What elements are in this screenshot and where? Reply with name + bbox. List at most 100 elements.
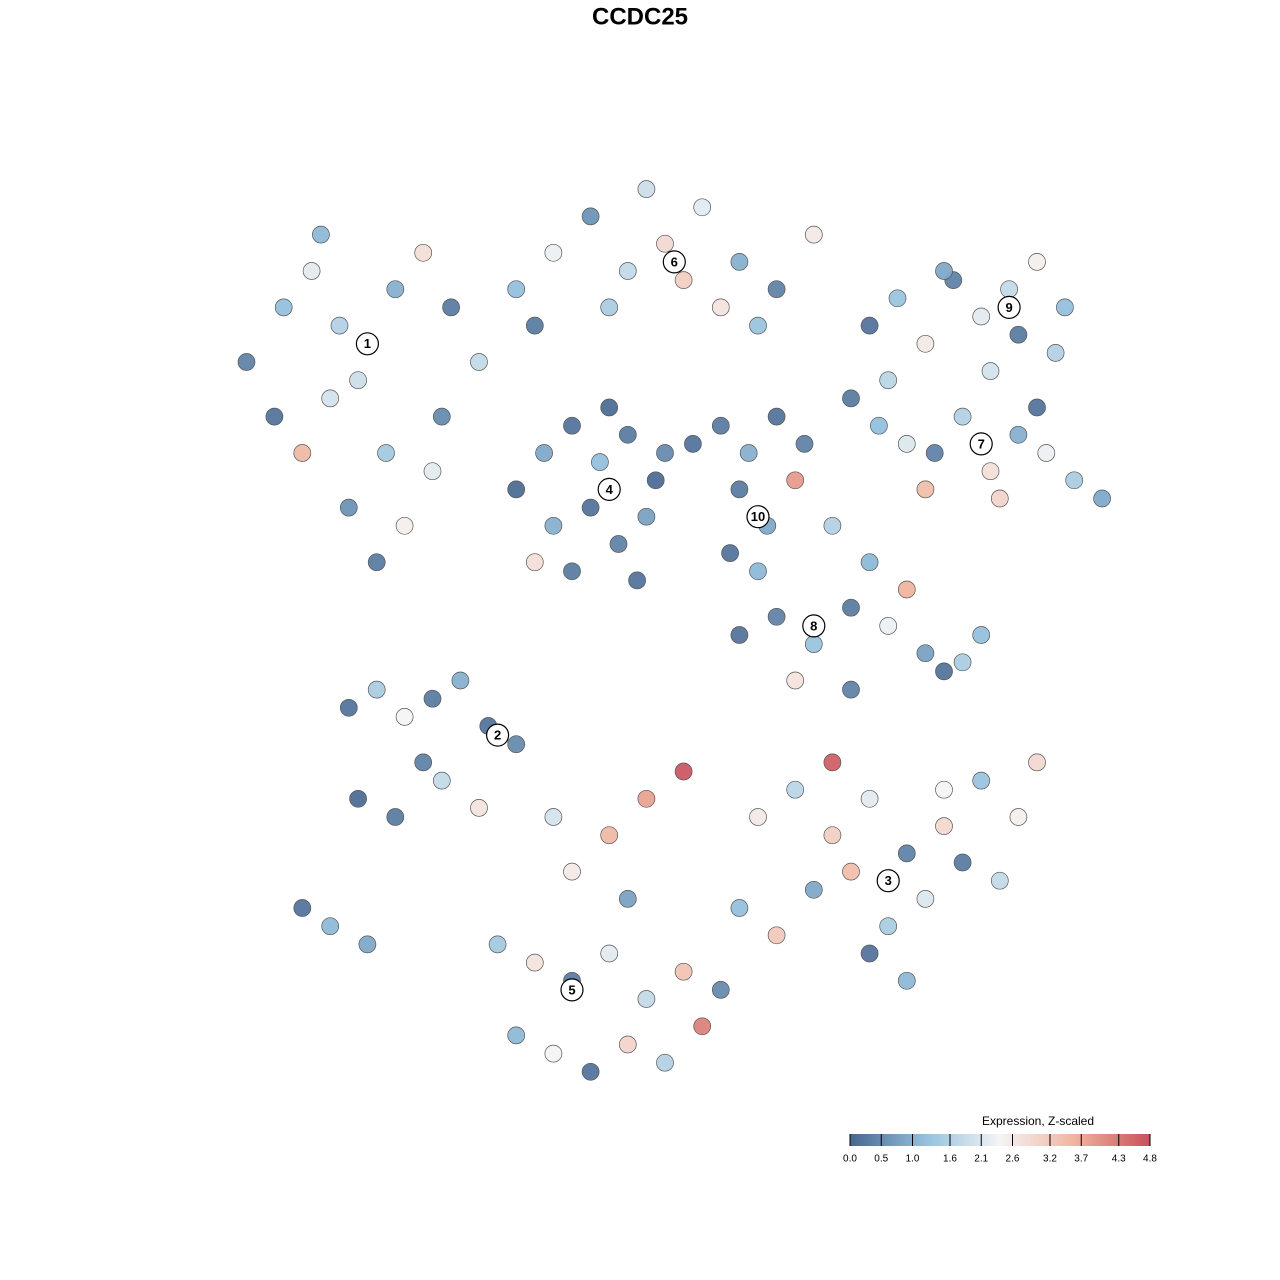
- point: [767, 926, 786, 945]
- point: [367, 553, 386, 572]
- point: [656, 234, 674, 253]
- point: [916, 890, 935, 908]
- point: [544, 243, 563, 262]
- point: [972, 307, 991, 326]
- cluster-label: 4: [606, 482, 614, 497]
- point: [535, 444, 553, 462]
- point: [916, 644, 935, 663]
- point: [804, 635, 823, 653]
- cluster-label-marker: [969, 432, 993, 456]
- point: [265, 407, 284, 426]
- point: [395, 708, 414, 726]
- point: [656, 444, 674, 462]
- point: [646, 471, 665, 490]
- point: [507, 735, 526, 754]
- point: [1056, 298, 1074, 317]
- point: [916, 480, 935, 499]
- point: [749, 562, 767, 581]
- point: [321, 917, 340, 936]
- point: [879, 371, 898, 390]
- point: [395, 516, 414, 535]
- point: [842, 862, 860, 881]
- point: [618, 1035, 637, 1054]
- point: [470, 353, 488, 371]
- point: [804, 225, 823, 244]
- point: [749, 808, 767, 826]
- colorbar-tick-label: 0.0: [843, 1154, 857, 1165]
- point: [870, 416, 888, 435]
- point: [786, 671, 805, 690]
- point: [544, 1044, 563, 1063]
- point: [860, 789, 879, 808]
- point: [860, 553, 879, 572]
- point: [637, 180, 656, 198]
- point: [423, 462, 442, 481]
- point: [637, 507, 656, 526]
- point: [321, 389, 340, 408]
- cluster-label: 3: [885, 873, 892, 888]
- point: [628, 571, 646, 590]
- point: [916, 334, 935, 353]
- colorbar-tick-label: 1.6: [943, 1154, 957, 1165]
- cluster-label-marker: [355, 332, 379, 356]
- point: [888, 289, 907, 308]
- point: [972, 771, 991, 790]
- point: [581, 1062, 600, 1081]
- point: [1028, 753, 1046, 772]
- point: [897, 844, 916, 863]
- point: [525, 553, 544, 572]
- cluster-label-marker: [746, 505, 770, 529]
- point: [414, 243, 433, 262]
- point: [684, 435, 702, 453]
- point: [823, 826, 842, 845]
- point: [693, 1017, 712, 1036]
- point: [786, 471, 805, 490]
- colorbar-tick-label: 3.7: [1074, 1154, 1088, 1165]
- cluster-label: 8: [810, 618, 817, 633]
- colorbar-tick-label: 4.3: [1112, 1154, 1126, 1165]
- point: [386, 280, 405, 299]
- point: [349, 371, 367, 390]
- point: [618, 262, 637, 280]
- point: [730, 480, 749, 499]
- point: [721, 544, 739, 562]
- point: [581, 207, 600, 226]
- point: [693, 198, 712, 217]
- point: [935, 662, 953, 681]
- chart-title: CCDC25: [592, 3, 688, 30]
- point: [730, 626, 749, 644]
- point: [842, 680, 860, 699]
- point: [656, 1053, 674, 1072]
- cluster-label: 9: [1005, 300, 1012, 315]
- cluster-label: 1: [364, 336, 371, 351]
- point: [442, 298, 460, 317]
- point: [711, 416, 730, 435]
- point: [637, 990, 656, 1008]
- point: [1009, 325, 1028, 344]
- point: [860, 944, 879, 963]
- point: [1037, 444, 1056, 462]
- point: [823, 516, 842, 535]
- point: [823, 753, 842, 772]
- point: [674, 271, 693, 289]
- point: [432, 407, 451, 426]
- point: [618, 425, 637, 444]
- point: [451, 671, 470, 690]
- point: [1028, 253, 1046, 271]
- point: [842, 389, 860, 408]
- point: [432, 771, 451, 790]
- point: [600, 298, 619, 317]
- point: [507, 280, 526, 299]
- cluster-label: 7: [978, 436, 985, 451]
- point: [879, 917, 898, 936]
- point: [544, 516, 563, 535]
- point: [377, 444, 395, 462]
- point: [581, 498, 600, 517]
- point: [767, 607, 786, 626]
- point: [767, 407, 786, 426]
- colorbar-tick-label: 2.1: [974, 1154, 988, 1165]
- point: [795, 435, 814, 453]
- point: [1065, 471, 1084, 490]
- point: [981, 462, 1000, 481]
